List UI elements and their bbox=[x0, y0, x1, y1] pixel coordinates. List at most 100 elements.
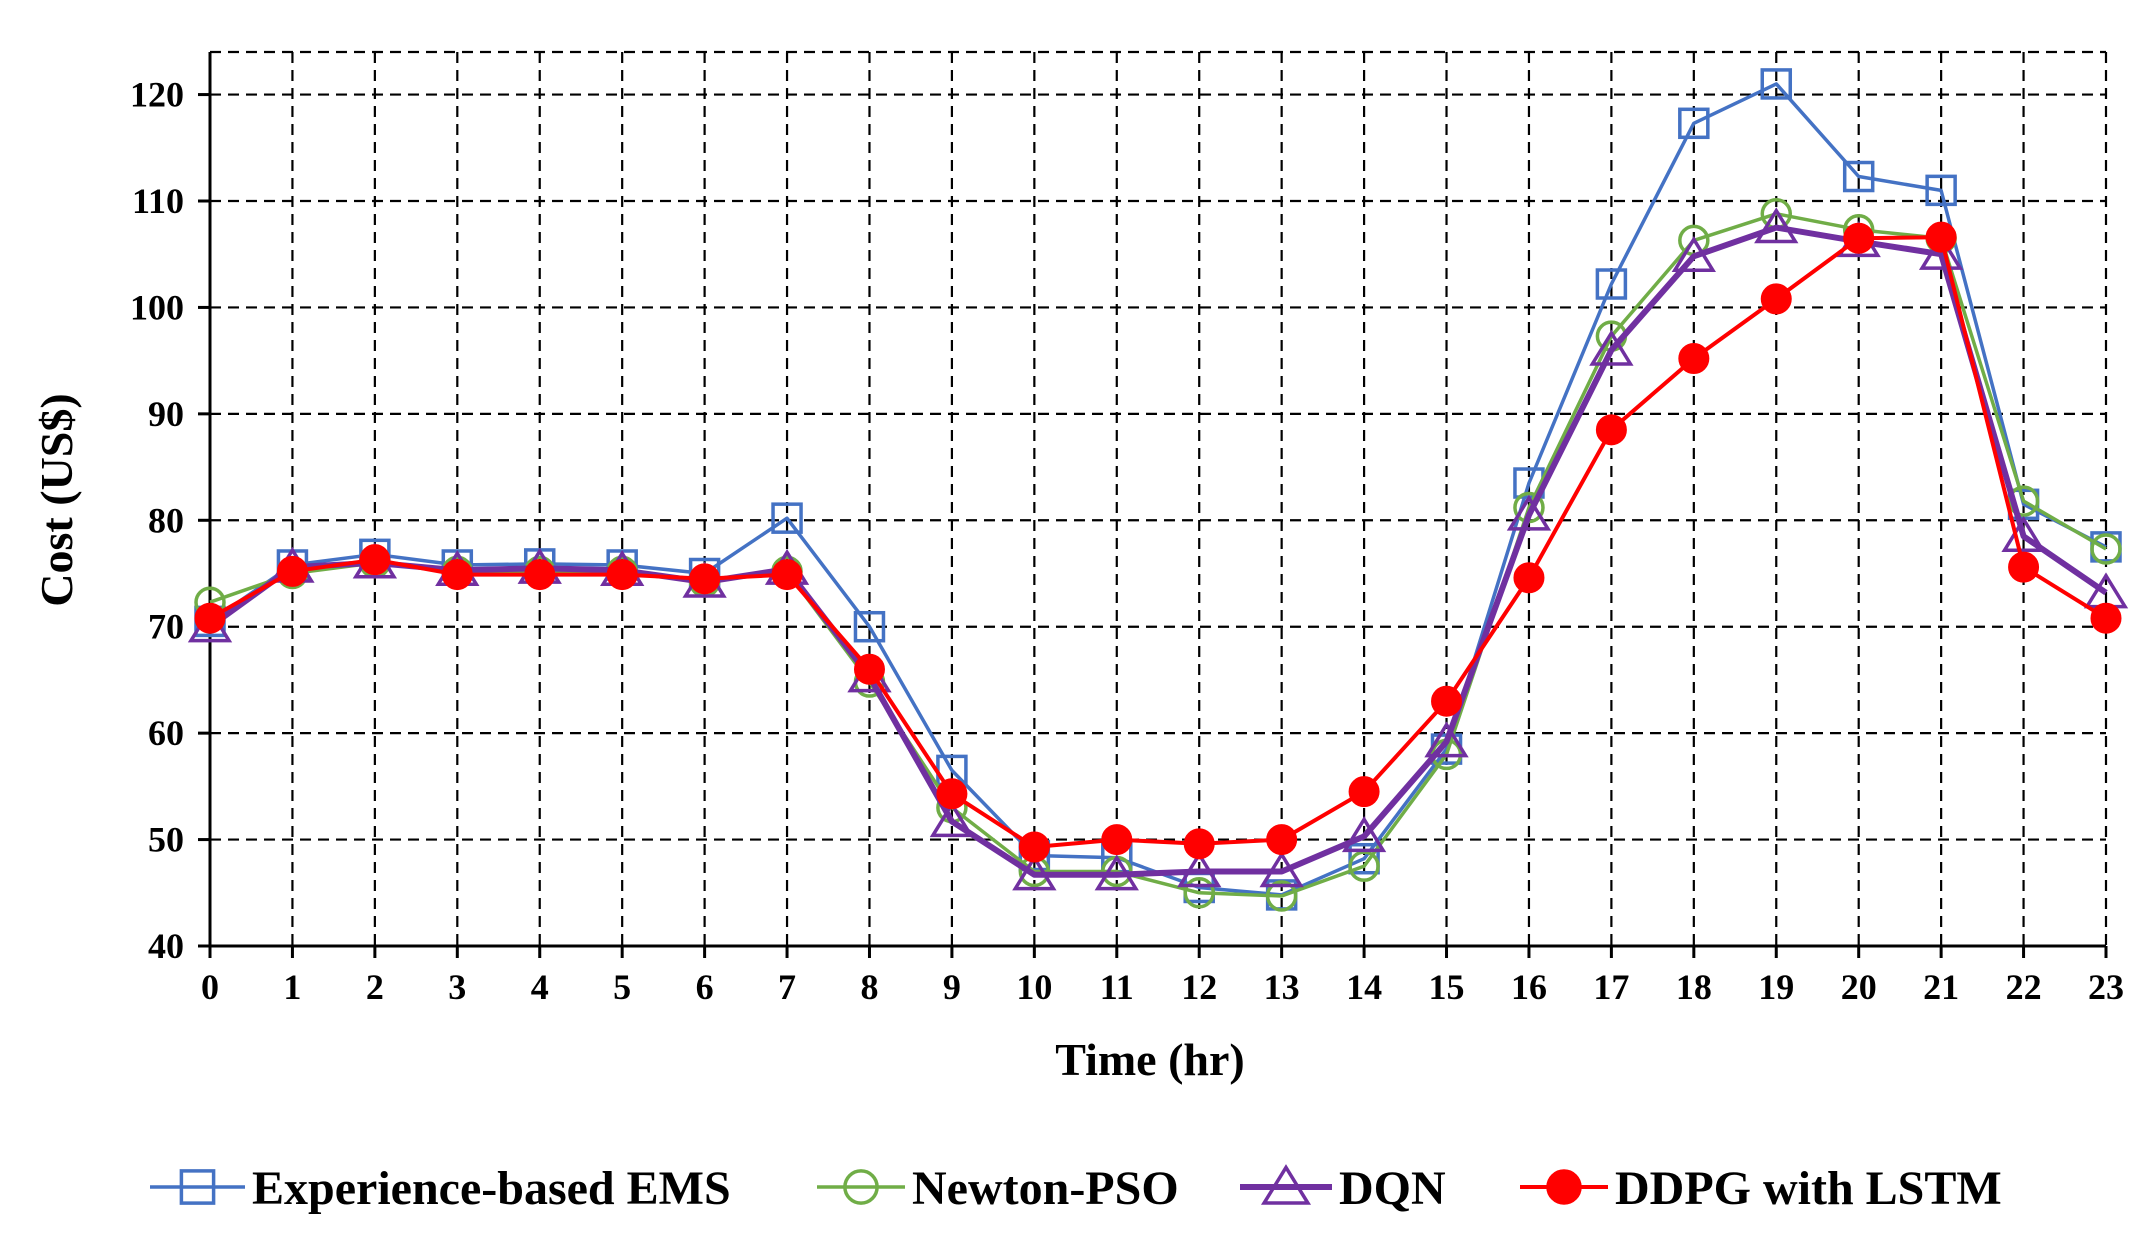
data-point bbox=[1678, 107, 1710, 140]
data-point bbox=[929, 801, 975, 838]
data-point bbox=[606, 559, 638, 591]
data-point bbox=[1678, 343, 1710, 375]
data-point bbox=[1348, 850, 1380, 882]
legend-marker bbox=[843, 1169, 879, 1205]
y-tick-label: 90 bbox=[148, 394, 184, 434]
data-point bbox=[1918, 233, 1964, 270]
x-tick-label: 18 bbox=[1676, 967, 1712, 1007]
x-tick-label: 9 bbox=[943, 967, 961, 1007]
legend: Experience-based EMS Newton-PSO DQN DDPG wi… bbox=[150, 1162, 2002, 1215]
data-point bbox=[1595, 268, 1628, 300]
data-point bbox=[1018, 831, 1050, 863]
data-point bbox=[1843, 222, 1875, 254]
x-axis-title: Time (hr) bbox=[1055, 1034, 1245, 1085]
x-tick-label: 17 bbox=[1593, 967, 1629, 1007]
legend-label: Newton-PSO bbox=[912, 1162, 1179, 1215]
x-tick-label: 12 bbox=[1181, 967, 1217, 1007]
x-tick-label: 22 bbox=[2006, 967, 2042, 1007]
legend-marker bbox=[179, 1169, 216, 1205]
series-newton-pso bbox=[194, 198, 2122, 912]
x-tick-label: 10 bbox=[1016, 967, 1052, 1007]
data-point bbox=[1671, 236, 1716, 273]
data-point bbox=[2090, 533, 2122, 565]
data-point bbox=[2008, 551, 2040, 583]
y-axis-ticks: 40 50 60 70 80 90 100 110 120 bbox=[130, 75, 210, 966]
y-tick-label: 100 bbox=[130, 287, 184, 327]
legend-label: DQN bbox=[1339, 1162, 1446, 1215]
legend-item: Experience-based EMS bbox=[150, 1162, 731, 1215]
x-tick-label: 7 bbox=[778, 967, 796, 1007]
data-point bbox=[1348, 776, 1380, 808]
x-tick-label: 16 bbox=[1511, 967, 1547, 1007]
grid bbox=[208, 50, 2108, 948]
series-line bbox=[209, 212, 2107, 898]
data-point bbox=[771, 502, 803, 534]
data-point bbox=[276, 555, 308, 587]
y-tick-label: 120 bbox=[130, 75, 184, 115]
legend-item: DQN bbox=[1240, 1162, 1446, 1215]
series-ddpg-with-lstm bbox=[194, 221, 2122, 863]
data-point bbox=[1925, 221, 1957, 253]
data-point bbox=[936, 778, 968, 810]
data-point bbox=[1925, 174, 1957, 207]
legend-item: Newton-PSO bbox=[817, 1162, 1179, 1215]
data-point bbox=[1513, 562, 1545, 594]
x-tick-label: 20 bbox=[1841, 967, 1877, 1007]
x-tick-label: 1 bbox=[283, 967, 301, 1007]
data-point bbox=[1012, 854, 1057, 891]
x-axis-ticks: 0 1 2 3 4 5 6 7 8 9 10 11 12 13 14 15 16 17 18 19 20 21 22 23 bbox=[201, 946, 2124, 1007]
series-line bbox=[208, 224, 2108, 878]
y-tick-label: 40 bbox=[148, 926, 184, 966]
legend-marker bbox=[1260, 1164, 1312, 1205]
data-point bbox=[1424, 721, 1469, 758]
data-point bbox=[1348, 842, 1380, 875]
data-point bbox=[2090, 602, 2122, 634]
data-point bbox=[1265, 880, 1298, 912]
y-axis-title: Cost (US$) bbox=[31, 393, 82, 606]
data-point bbox=[1760, 68, 1793, 100]
x-tick-label: 14 bbox=[1346, 967, 1382, 1007]
series-dqn bbox=[187, 207, 2129, 891]
data-point bbox=[1341, 816, 1387, 853]
x-tick-label: 3 bbox=[448, 967, 466, 1007]
x-tick-label: 19 bbox=[1758, 967, 1794, 1007]
data-point bbox=[853, 653, 885, 685]
y-tick-label: 80 bbox=[148, 500, 184, 540]
legend-item: DDPG with LSTM bbox=[1520, 1162, 2002, 1215]
x-tick-label: 4 bbox=[531, 967, 549, 1007]
legend-label: Experience-based EMS bbox=[252, 1162, 731, 1215]
x-tick-label: 5 bbox=[613, 967, 631, 1007]
data-point bbox=[853, 610, 886, 643]
data-point bbox=[1595, 414, 1627, 446]
data-point bbox=[689, 563, 721, 595]
data-point bbox=[1431, 685, 1463, 717]
data-point bbox=[771, 559, 803, 591]
x-tick-label: 13 bbox=[1264, 967, 1300, 1007]
data-point bbox=[2007, 485, 2040, 517]
data-point bbox=[1183, 828, 1215, 860]
legend-marker bbox=[1546, 1169, 1582, 1205]
data-point bbox=[1259, 851, 1304, 888]
data-point bbox=[1183, 877, 1215, 909]
data-point bbox=[1101, 824, 1133, 856]
data-point bbox=[524, 559, 556, 591]
data-point bbox=[194, 602, 226, 634]
x-tick-label: 8 bbox=[860, 967, 878, 1007]
y-tick-label: 110 bbox=[132, 181, 184, 221]
x-tick-label: 11 bbox=[1100, 967, 1134, 1007]
y-tick-label: 60 bbox=[148, 713, 184, 753]
data-point bbox=[1266, 824, 1298, 856]
data-point bbox=[1094, 854, 1139, 891]
data-point bbox=[1760, 283, 1792, 315]
x-tick-label: 21 bbox=[1923, 967, 1959, 1007]
x-tick-label: 2 bbox=[366, 967, 384, 1007]
data-point bbox=[1589, 329, 1634, 366]
data-point bbox=[1754, 207, 1799, 244]
data-point bbox=[1842, 160, 1875, 193]
data-point bbox=[441, 559, 473, 591]
data-point bbox=[1177, 851, 1222, 888]
data-point bbox=[1506, 494, 1552, 531]
x-tick-label: 6 bbox=[696, 967, 714, 1007]
series-line bbox=[209, 235, 2108, 849]
